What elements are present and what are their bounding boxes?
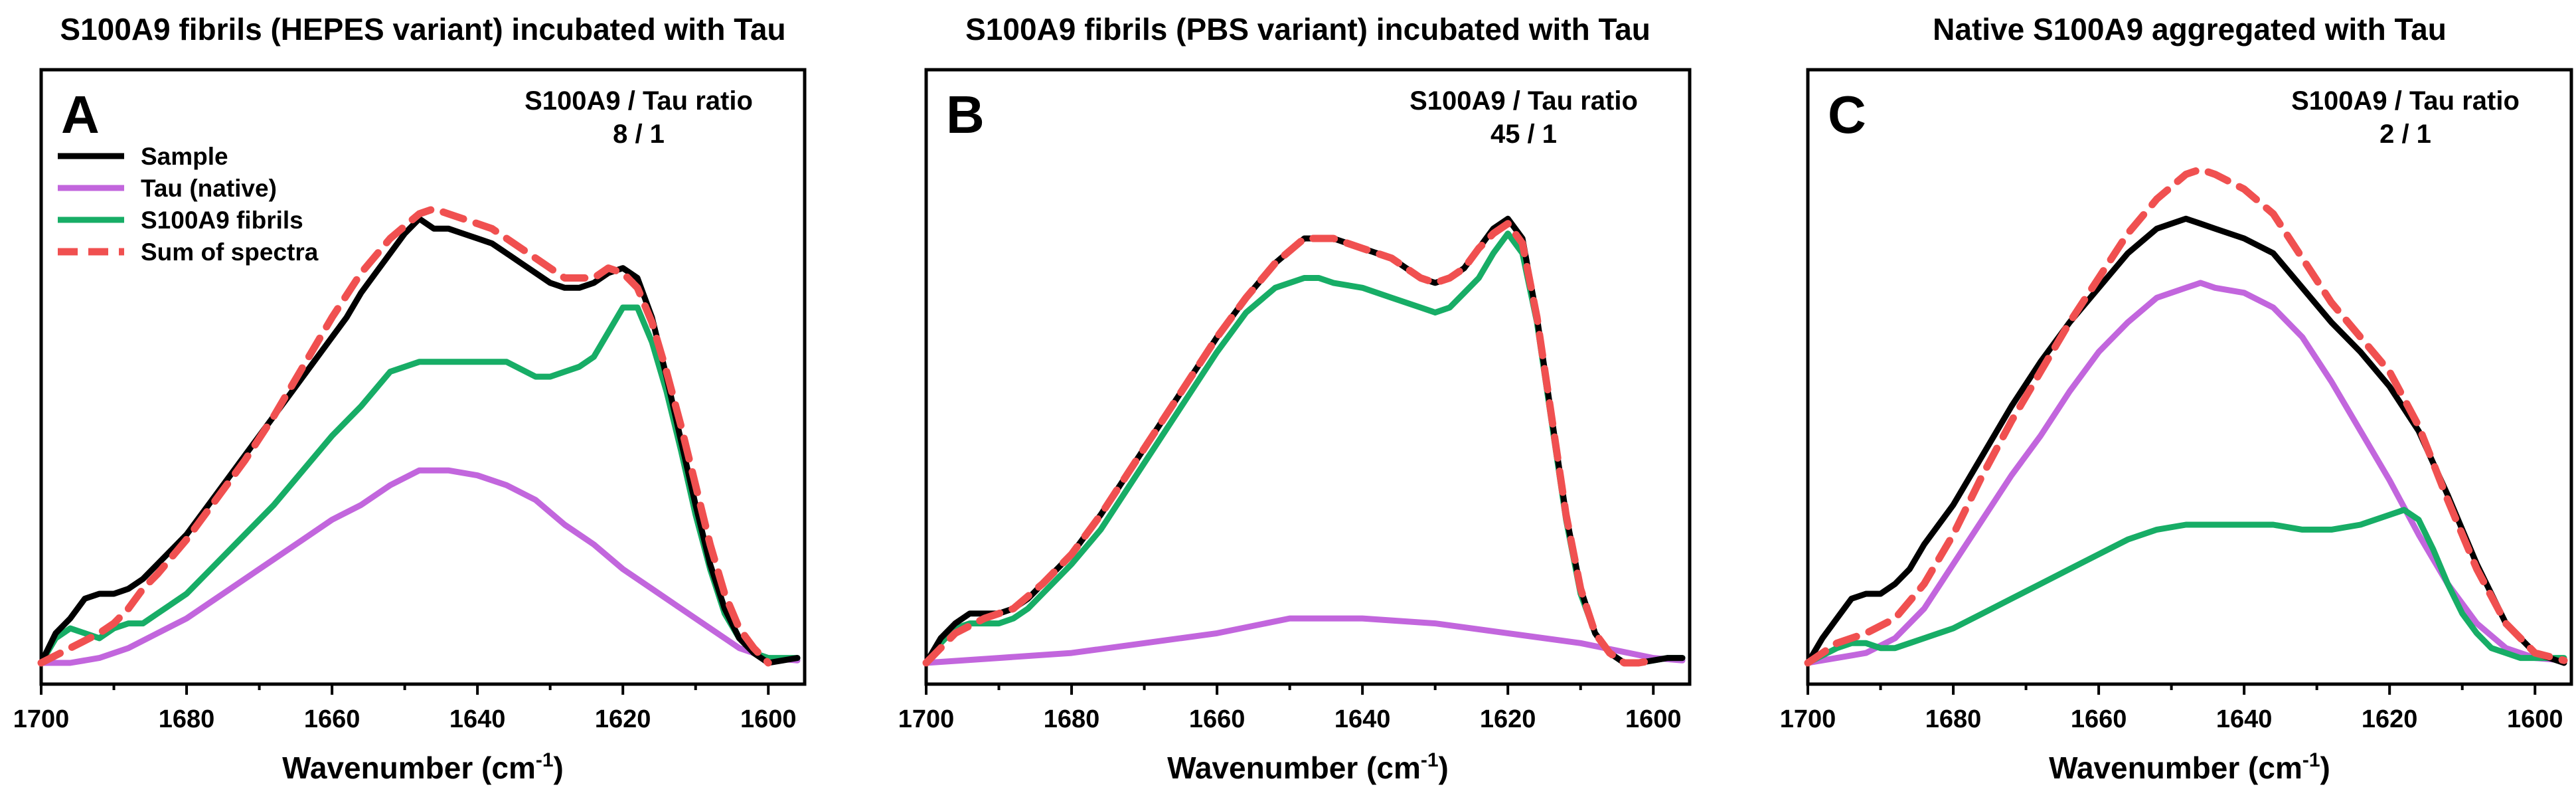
legend-label-sample: Sample bbox=[141, 143, 228, 170]
x-axis-label-close: ) bbox=[2320, 751, 2330, 785]
series-sum-a bbox=[37, 205, 772, 667]
plot-frame-c bbox=[1806, 68, 2573, 686]
ratio-value-c: 2 / 1 bbox=[2379, 120, 2431, 149]
series-sum-b bbox=[922, 220, 1657, 667]
x-tick-label-c-1620: 1620 bbox=[2362, 705, 2418, 733]
x-tick-label-b-1600: 1600 bbox=[1625, 705, 1682, 733]
x-axis-label-close: ) bbox=[1439, 751, 1449, 785]
x-tick-label-b-1680: 1680 bbox=[1044, 705, 1100, 733]
series-tau-b bbox=[923, 615, 1686, 666]
panel-b: S100A9 fibrils (PBS variant) incubated w… bbox=[898, 12, 1692, 785]
x-axis-label-main: Wavenumber (cm bbox=[1167, 751, 1421, 785]
x-axis-label-sup: -1 bbox=[536, 749, 554, 771]
ratio-label-b: S100A9 / Tau ratio bbox=[1409, 86, 1638, 116]
chart-title-c: Native S100A9 aggregated with Tau bbox=[1933, 12, 2447, 46]
x-axis-label-main: Wavenumber (cm bbox=[2049, 751, 2302, 785]
series-fibrils-b bbox=[923, 230, 1686, 666]
x-tick-label-c-1660: 1660 bbox=[2071, 705, 2127, 733]
plot-frame-b bbox=[924, 68, 1692, 686]
legend: Sample Tau (native) S100A9 fibrils Sum of s… bbox=[58, 143, 319, 266]
legend-label-tau: Tau (native) bbox=[141, 175, 277, 202]
x-tick-label-b-1620: 1620 bbox=[1480, 705, 1536, 733]
panel-label-b: B bbox=[946, 85, 985, 144]
plot-frame-a bbox=[39, 68, 807, 686]
x-axis-label-b: Wavenumber (cm-1) bbox=[1167, 749, 1449, 785]
series-fibrils-c bbox=[1805, 507, 2567, 666]
series-tau-a bbox=[38, 467, 801, 666]
series-sample-a bbox=[38, 215, 801, 666]
ratio-label-c: S100A9 / Tau ratio bbox=[2291, 86, 2520, 116]
x-axis-label-c: Wavenumber (cm-1) bbox=[2049, 749, 2330, 785]
ratio-label-a: S100A9 / Tau ratio bbox=[524, 86, 753, 116]
ratio-value-a: 8 / 1 bbox=[613, 120, 665, 149]
x-axis-label-sup: -1 bbox=[1421, 749, 1439, 771]
x-tick-label-a-1620: 1620 bbox=[595, 705, 651, 733]
x-tick-label-b-1700: 1700 bbox=[898, 705, 955, 733]
chart-title-b: S100A9 fibrils (PBS variant) incubated w… bbox=[965, 12, 1650, 46]
x-tick-label-b-1640: 1640 bbox=[1334, 705, 1391, 733]
x-tick-label-a-1640: 1640 bbox=[449, 705, 506, 733]
legend-label-sum: Sum of spectra bbox=[141, 238, 319, 266]
chart-title-a: S100A9 fibrils (HEPES variant) incubated… bbox=[60, 12, 785, 46]
x-tick-label-a-1700: 1700 bbox=[13, 705, 70, 733]
x-axis-label-close: ) bbox=[554, 751, 564, 785]
x-tick-label-a-1680: 1680 bbox=[159, 705, 215, 733]
x-tick-label-c-1600: 1600 bbox=[2507, 705, 2563, 733]
panel-label-c: C bbox=[1828, 85, 1866, 144]
series-tau-c bbox=[1805, 280, 2567, 666]
ratio-value-b: 45 / 1 bbox=[1490, 120, 1557, 149]
x-tick-label-c-1680: 1680 bbox=[1925, 705, 1982, 733]
x-tick-label-c-1640: 1640 bbox=[2216, 705, 2273, 733]
x-tick-label-a-1600: 1600 bbox=[740, 705, 797, 733]
x-axis-label-a: Wavenumber (cm-1) bbox=[282, 749, 564, 785]
legend-label-fibrils: S100A9 fibrils bbox=[141, 207, 303, 234]
x-tick-label-a-1660: 1660 bbox=[304, 705, 361, 733]
x-axis-label-sup: -1 bbox=[2302, 749, 2320, 771]
panel-label-a: A bbox=[61, 85, 100, 144]
x-tick-label-b-1660: 1660 bbox=[1189, 705, 1246, 733]
panel-a: S100A9 fibrils (HEPES variant) incubated… bbox=[13, 12, 807, 785]
series-sum-c bbox=[1804, 165, 2568, 667]
x-axis-label-main: Wavenumber (cm bbox=[282, 751, 536, 785]
panel-c: Native S100A9 aggregated with Tau C S100A9… bbox=[1780, 12, 2573, 785]
x-tick-label-c-1700: 1700 bbox=[1780, 705, 1836, 733]
